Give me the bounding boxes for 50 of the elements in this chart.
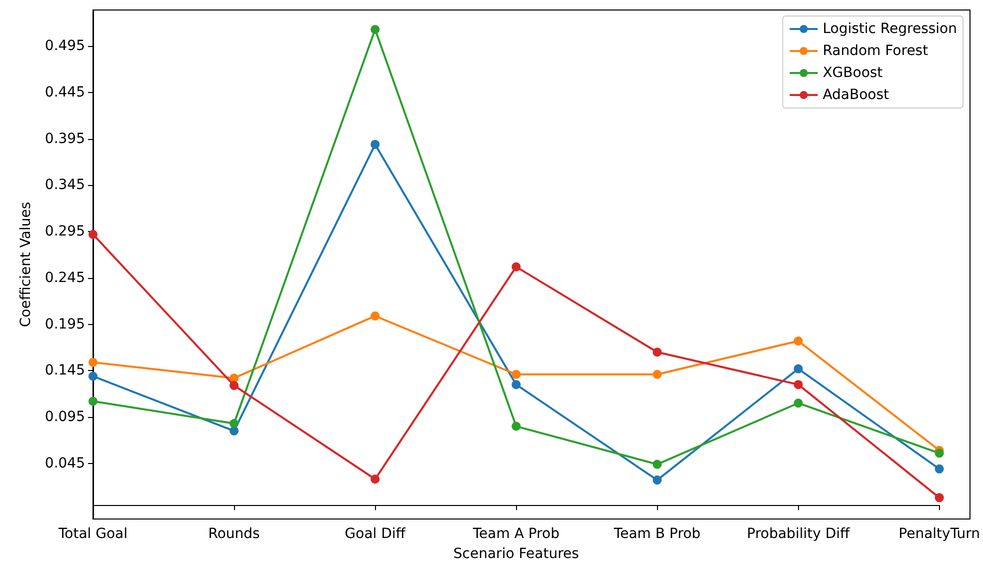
point (512, 422, 521, 431)
point (88, 230, 98, 239)
x-axis-title: Scenario Features (453, 546, 579, 562)
legend-label: Random Forest (822, 43, 929, 59)
point (370, 474, 380, 484)
legend-label: XGBoost (822, 65, 884, 81)
point (370, 24, 380, 34)
point (512, 380, 521, 390)
y-tick-label: 0.245 (44, 270, 85, 286)
legend-label: Logistic Regression (822, 21, 958, 37)
point (230, 426, 239, 436)
x-tick-label: PenaltyTurn (898, 526, 980, 542)
point (230, 380, 239, 390)
y-axis-title: Coefficient Values (18, 202, 34, 328)
point (230, 419, 239, 428)
point (652, 370, 662, 379)
point (652, 476, 662, 485)
point (794, 336, 803, 346)
point (88, 396, 98, 406)
point (794, 364, 803, 374)
x-tick-label: Team B Prob (612, 526, 701, 542)
y-tick-label: 0.045 (44, 455, 85, 472)
point (934, 493, 944, 502)
point (370, 311, 380, 320)
point (934, 464, 944, 474)
y-tick-label: 0.495 (44, 38, 85, 54)
y-tick-label: 0.195 (44, 316, 85, 332)
point (794, 398, 803, 408)
point (794, 380, 803, 390)
point (512, 370, 521, 379)
point (230, 374, 239, 383)
y-tick-label: 0.345 (44, 177, 85, 194)
x-tick-label: Probability Diff (746, 526, 850, 542)
point (370, 140, 380, 149)
y-tick-label: 0.295 (44, 224, 85, 240)
x-tick-label: Goal Diff (344, 526, 406, 542)
point (934, 448, 944, 458)
point (512, 262, 521, 272)
point (88, 358, 98, 367)
point (652, 348, 662, 357)
x-tick-label: Total Goal (57, 526, 128, 542)
x-tick-label: Team A Prob (472, 526, 560, 542)
point (652, 460, 662, 469)
y-tick-label: 0.145 (44, 362, 85, 379)
legend-label: AdaBoost (822, 87, 890, 103)
y-tick-label: 0.445 (44, 84, 85, 101)
y-tick-label: 0.095 (44, 409, 85, 426)
x-tick-label: Rounds (208, 526, 260, 542)
point (88, 372, 98, 381)
y-tick-label: 0.395 (44, 130, 85, 147)
